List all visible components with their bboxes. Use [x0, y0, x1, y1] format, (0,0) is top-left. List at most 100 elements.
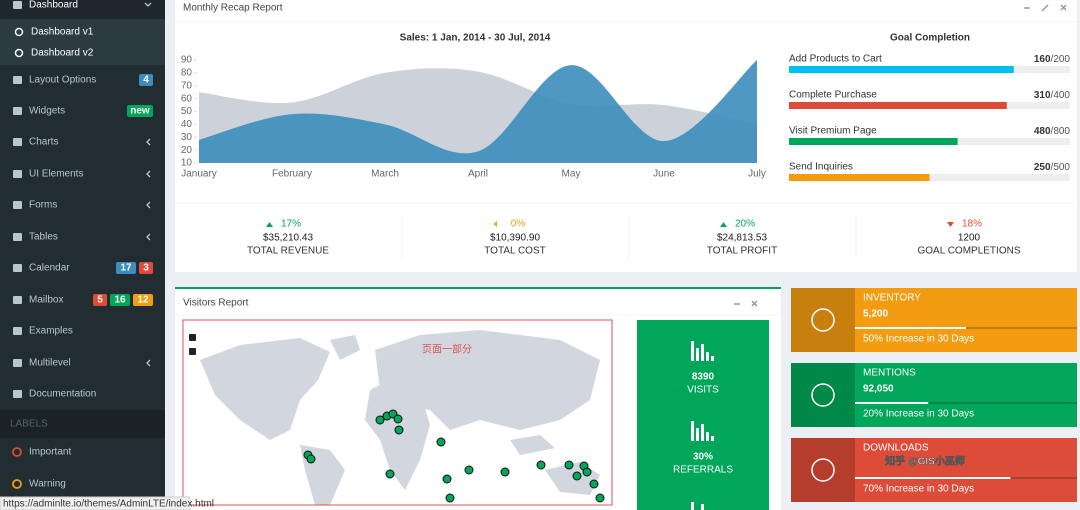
info-icon — [811, 458, 835, 482]
box-tools[interactable] — [734, 300, 758, 307]
goal-value: 310/400 — [1034, 90, 1071, 101]
x-tick-label: June — [653, 169, 675, 180]
annotation-box — [182, 319, 613, 506]
menu-icon — [13, 359, 22, 367]
chevron — [146, 138, 151, 146]
box-tools[interactable] — [1024, 4, 1067, 12]
menu-item[interactable]: Widgets — [29, 106, 65, 117]
menu-item[interactable]: Layout Options — [29, 75, 96, 86]
badge — [127, 105, 153, 117]
goal-label: Send Inquiries — [789, 162, 853, 173]
info-value: 5,200 — [863, 309, 888, 320]
y-tick-label: 20 — [181, 145, 193, 156]
y-tick-label: 10 — [181, 158, 193, 169]
goal-label: Add Products to Cart — [789, 54, 882, 65]
x-tick-label: April — [468, 169, 488, 180]
progress-bar — [855, 327, 966, 329]
menu-item[interactable]: Examples — [29, 326, 73, 337]
stat-value: 1200 — [958, 233, 981, 244]
change: 20% — [735, 219, 755, 230]
goal-bar — [789, 102, 1007, 109]
change-arrow — [266, 222, 273, 227]
change: 17% — [281, 219, 301, 230]
y-tick-label: 90 — [181, 55, 193, 66]
goal-value: 250/500 — [1034, 162, 1071, 173]
y-tick-label: 80 — [181, 68, 193, 79]
badge-label: 17 — [120, 263, 132, 274]
menu-item[interactable]: Mailbox — [29, 295, 63, 306]
stat-label: TOTAL PROFIT — [707, 246, 777, 257]
info-label: DOWNLOADS — [863, 443, 929, 454]
badge — [133, 294, 153, 306]
info-icon — [811, 383, 835, 407]
stat-label: GOAL COMPLETIONS — [918, 246, 1021, 257]
menu-item[interactable]: Tables — [29, 232, 58, 243]
change-arrow — [493, 221, 497, 227]
chevron — [144, 2, 152, 7]
x-tick-label: May — [562, 169, 581, 180]
badge-label: 5 — [97, 295, 103, 306]
badge — [116, 262, 136, 274]
stat-label: TOTAL REVENUE — [247, 246, 329, 257]
area — [199, 60, 757, 163]
change: 0% — [511, 219, 526, 230]
progress-bar — [855, 402, 929, 404]
visit-value: 8390 — [692, 372, 715, 383]
goal-max: 800 — [1053, 126, 1070, 137]
annotation: 页面一部分 — [422, 343, 472, 356]
badge — [139, 262, 153, 274]
label-item[interactable]: Warning — [29, 479, 66, 490]
menu-icon — [13, 264, 22, 272]
goal-current: 160 — [1034, 54, 1051, 65]
y-tick-label: 40 — [181, 119, 193, 130]
stat-label: TOTAL COST — [484, 246, 546, 257]
y-tick-label: 50 — [181, 106, 193, 117]
goal-bar — [789, 138, 958, 145]
menu-item[interactable]: Dashboard — [29, 0, 78, 11]
menu-item[interactable]: Charts — [29, 137, 58, 148]
menu-icon — [13, 390, 22, 398]
menu-item[interactable]: UI Elements — [29, 169, 83, 180]
info-icon-box — [791, 288, 855, 352]
menu-item[interactable]: Documentation — [29, 389, 96, 400]
header-band — [0, 410, 165, 438]
box-border — [175, 287, 781, 289]
info-value: 92,050 — [863, 384, 894, 395]
chevron — [146, 170, 151, 178]
menu-item[interactable]: Calendar — [29, 263, 70, 274]
y-tick-label: 30 — [181, 132, 193, 143]
x-tick-label: February — [272, 169, 312, 180]
badge — [110, 294, 130, 306]
menu-item[interactable]: Dashboard v1 — [31, 27, 94, 38]
menu-icon — [13, 170, 22, 178]
y-tick-label: 70 — [181, 80, 193, 91]
goal-current: 480 — [1034, 126, 1051, 137]
menu-item[interactable]: Multilevel — [29, 358, 71, 369]
chart-title: Sales: 1 Jan, 2014 - 30 Jul, 2014 — [400, 33, 551, 44]
info-label: INVENTORY — [863, 293, 921, 304]
progress-bar — [855, 477, 1011, 479]
goal-current: 250 — [1034, 162, 1051, 173]
change-arrow — [947, 222, 954, 227]
status-bar — [0, 496, 191, 510]
goal-separator: / — [1051, 126, 1054, 137]
menu-item[interactable]: Dashboard v2 — [31, 48, 94, 59]
goal-label: Visit Premium Page — [789, 126, 877, 137]
menu-icon — [13, 327, 22, 335]
label-item[interactable]: Important — [29, 447, 71, 458]
info-description: 50% Increase in 30 Days — [863, 334, 974, 345]
info-box — [791, 438, 1077, 502]
active-item — [0, 0, 165, 19]
menu-icon — [13, 201, 22, 209]
zoom-buttons[interactable] — [189, 334, 196, 355]
y-tick-label: 60 — [181, 93, 193, 104]
menu-item[interactable]: Forms — [29, 200, 57, 211]
goal-separator: / — [1051, 90, 1054, 101]
map-markers — [303, 409, 605, 503]
info-description: 70% Increase in 30 Days — [863, 484, 974, 495]
badge-label: 4 — [143, 75, 149, 86]
goal-value: 480/800 — [1034, 126, 1071, 137]
box-title: Monthly Recap Report — [183, 3, 283, 14]
